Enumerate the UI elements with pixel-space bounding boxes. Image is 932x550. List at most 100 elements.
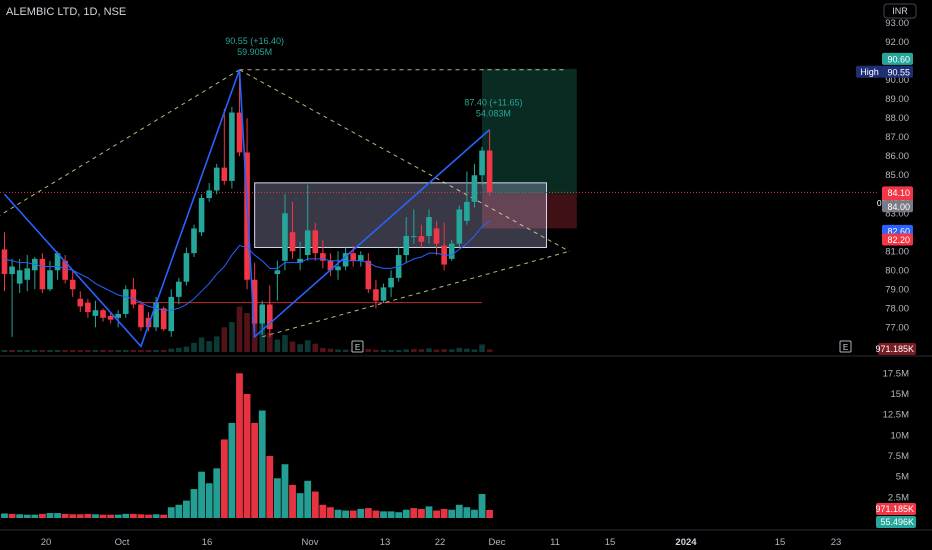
volume-bar — [395, 512, 403, 518]
overlay-volume-bar — [115, 350, 121, 352]
overlay-volume-bar — [456, 347, 463, 352]
overlay-volume-bar — [153, 350, 159, 352]
overlay-volume-bar — [221, 327, 228, 352]
candle-body — [433, 228, 440, 244]
volume-tick-label: 12.5M — [883, 410, 909, 421]
overlay-volume-bar — [289, 341, 296, 352]
candle-body — [471, 175, 478, 202]
overlay-volume-bar — [479, 344, 485, 352]
entry-price-tag: 84.00 — [882, 200, 913, 213]
candle-body — [107, 315, 114, 320]
volume-red-tag: 971.185K — [875, 503, 916, 515]
consolidation-box — [254, 182, 547, 248]
volume-bar — [54, 513, 61, 518]
overlay-volume-bar — [206, 341, 212, 352]
overlay-volume-bar — [373, 349, 379, 352]
volume-bar — [304, 480, 312, 518]
volume-bar — [455, 504, 463, 518]
volume-bar — [327, 507, 334, 518]
target-price-tag: 90.60 — [882, 52, 913, 65]
volume-bar — [84, 513, 92, 518]
overlay-volume-bar — [145, 350, 152, 352]
price-tick-label: 87.00 — [885, 132, 909, 143]
overlay-volume-bar — [229, 322, 235, 352]
candle-body — [388, 277, 394, 288]
candle-body — [448, 243, 455, 259]
time-tick-label: 2024 — [675, 537, 697, 548]
overlay-volume-bar — [77, 350, 84, 352]
overlay-volume-bar — [54, 350, 61, 352]
price-tick-label: 77.00 — [885, 322, 909, 333]
volume-bar — [107, 514, 115, 518]
earnings-marker-2[interactable]: E — [839, 340, 852, 353]
overlay-volume-bar — [32, 350, 38, 352]
volume-bar — [319, 504, 327, 518]
time-tick-label: 13 — [380, 537, 391, 548]
candle-body — [342, 253, 349, 267]
volume-bar — [243, 393, 251, 518]
candle-body — [221, 167, 228, 181]
overlay-volume-bar — [441, 349, 447, 352]
volume-bar — [387, 511, 395, 518]
second-annotation-price: 87.40 (+11.65) — [464, 98, 522, 108]
candle-body — [62, 260, 68, 280]
dashed-trendline-4 — [262, 250, 570, 338]
overlay-volume-bar — [107, 350, 114, 352]
overlay-volume-bar — [380, 349, 387, 352]
candle-body — [380, 287, 387, 301]
candle-body — [160, 308, 167, 330]
volume-bar — [471, 509, 478, 518]
price-pane-volume-tag: 971.185K — [875, 343, 916, 355]
overlay-volume-bar — [236, 306, 243, 352]
overlay-volume-bar — [9, 350, 15, 352]
overlay-volume-bar — [320, 347, 326, 352]
earnings-marker-1[interactable]: E — [351, 340, 364, 353]
volume-bar — [433, 510, 440, 518]
overlay-volume-bar — [183, 346, 190, 352]
candle-body — [92, 310, 99, 316]
overlay-volume-bar — [327, 348, 334, 352]
volume-bar — [364, 508, 372, 518]
price-tick-label: 79.00 — [885, 284, 909, 295]
time-tick-label: 23 — [831, 537, 842, 548]
candle-body — [85, 302, 91, 313]
price-tick-label: 93.00 — [885, 18, 909, 29]
overlay-volume-bar — [47, 350, 53, 352]
stop-zone — [482, 194, 577, 229]
volume-bar — [92, 514, 99, 518]
overlay-volume-bar — [16, 350, 23, 352]
volume-bar — [334, 509, 342, 518]
svg-text:84.10: 84.10 — [887, 188, 910, 198]
candle-body — [9, 266, 15, 275]
candle-body — [464, 201, 470, 221]
overlay-volume-bar — [92, 350, 99, 352]
overlay-volume-bar — [426, 348, 432, 352]
volume-bar — [258, 410, 266, 518]
volume-bar — [31, 514, 39, 518]
candle-body — [39, 258, 46, 290]
volume-bar — [251, 422, 259, 518]
price-tick-label: 83.00 — [885, 208, 909, 219]
overlay-volume-bar — [85, 350, 91, 352]
overlay-volume-bar — [130, 350, 137, 352]
volume-bar — [183, 500, 190, 518]
candle-body — [213, 167, 220, 191]
overlay-volume-bar — [168, 348, 175, 352]
overlay-volume-bar — [335, 349, 341, 352]
volume-bar — [39, 513, 46, 518]
candle-body — [335, 266, 341, 271]
candle-body — [168, 296, 175, 332]
price-tick-label: 86.00 — [885, 151, 909, 162]
volume-bar — [99, 514, 107, 518]
candle-body — [115, 313, 121, 318]
stop-price-tag: 82.20 — [882, 233, 913, 246]
overlay-volume-bar — [274, 339, 281, 352]
volume-bar — [266, 455, 274, 518]
volume-bar — [425, 506, 433, 518]
candle-body — [183, 253, 190, 282]
candle-body — [176, 281, 182, 297]
price-axis: 93.0092.0091.0090.0089.0088.0087.0086.00… — [885, 18, 909, 333]
overlay-volume-bar — [312, 343, 319, 352]
volume-bar — [152, 514, 160, 518]
